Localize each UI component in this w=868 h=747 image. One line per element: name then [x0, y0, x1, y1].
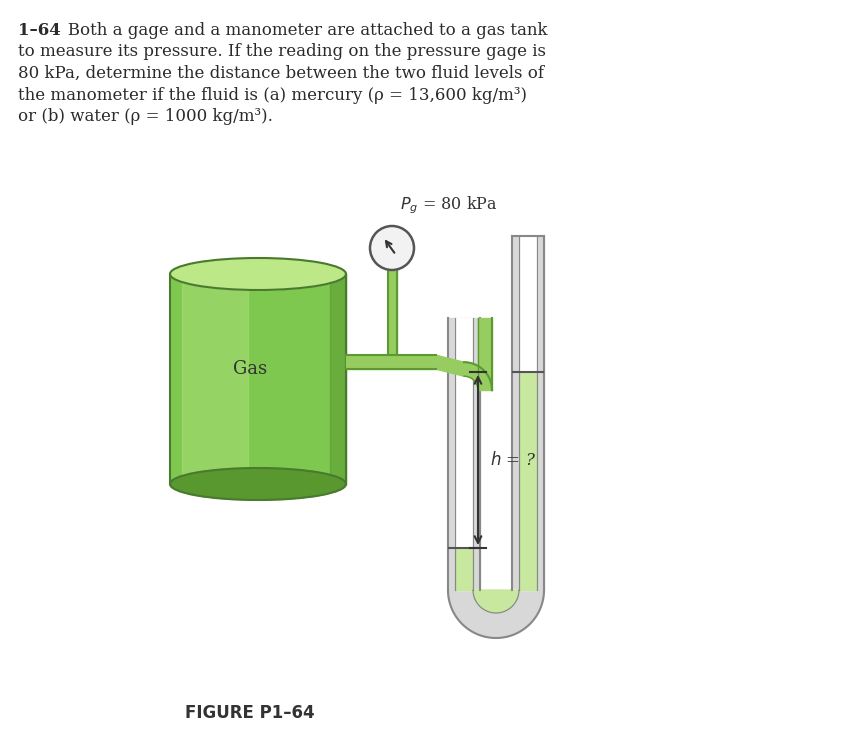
Text: FIGURE P1–64: FIGURE P1–64: [185, 704, 314, 722]
Bar: [519, 372, 537, 590]
Bar: [346, 356, 436, 369]
Text: Gas: Gas: [233, 359, 267, 377]
Polygon shape: [436, 356, 492, 390]
Text: Both a gage and a manometer are attached to a gas tank: Both a gage and a manometer are attached…: [52, 22, 548, 39]
Bar: [387, 270, 397, 356]
Bar: [519, 236, 537, 590]
Text: 1–64: 1–64: [18, 22, 61, 39]
Bar: [455, 548, 473, 590]
Bar: [512, 236, 544, 590]
Circle shape: [370, 226, 414, 270]
Bar: [182, 274, 248, 484]
Text: or (b) water (ρ = 1000 kg/m³).: or (b) water (ρ = 1000 kg/m³).: [18, 108, 273, 125]
Text: to measure its pressure. If the reading on the pressure gage is: to measure its pressure. If the reading …: [18, 43, 546, 61]
Bar: [478, 318, 492, 390]
Text: $h$ = ?: $h$ = ?: [490, 451, 536, 469]
Bar: [448, 318, 480, 590]
Polygon shape: [473, 590, 519, 613]
Polygon shape: [473, 590, 519, 613]
Ellipse shape: [170, 468, 346, 500]
Ellipse shape: [170, 258, 346, 290]
Bar: [330, 274, 346, 484]
Text: $P_g$ = 80 kPa: $P_g$ = 80 kPa: [400, 194, 497, 216]
Bar: [170, 274, 346, 484]
Text: the manometer if the fluid is (a) mercury (ρ = 13,600 kg/m³): the manometer if the fluid is (a) mercur…: [18, 87, 527, 104]
Bar: [455, 318, 473, 590]
Text: 80 kPa, determine the distance between the two fluid levels of: 80 kPa, determine the distance between t…: [18, 65, 544, 82]
Polygon shape: [448, 590, 544, 638]
